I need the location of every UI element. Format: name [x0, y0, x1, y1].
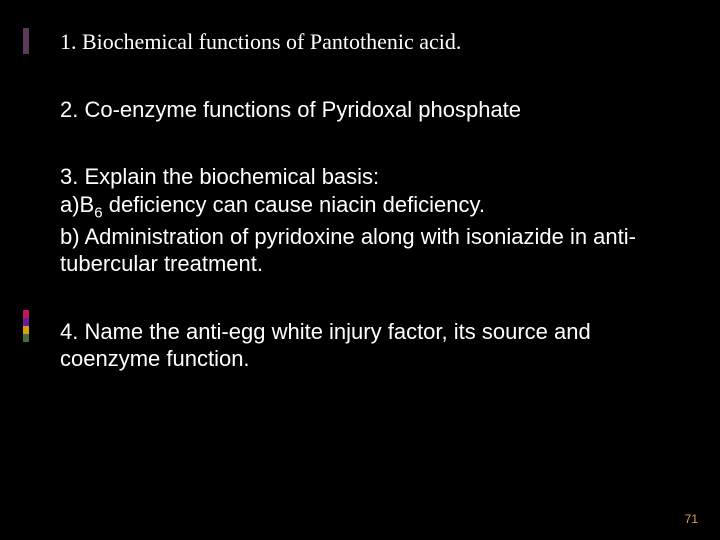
page-number: 71: [685, 512, 698, 526]
question-3-intro: 3. Explain the biochemical basis:: [60, 163, 660, 191]
accent-stripe-top: [23, 28, 29, 54]
question-1: 1. Biochemical functions of Pantothenic …: [60, 28, 660, 56]
question-3-a-pre: a)B: [60, 192, 94, 217]
question-3-a-post: deficiency can cause niacin deficiency.: [103, 192, 485, 217]
question-2-text: 2. Co-enzyme functions of Pyridoxal phos…: [60, 97, 521, 122]
question-4: 4. Name the anti-egg white injury factor…: [60, 318, 660, 373]
question-3-a-sub: 6: [94, 204, 102, 221]
question-3-b: b) Administration of pyridoxine along wi…: [60, 223, 660, 278]
question-3-a: a)B6 deficiency can cause niacin deficie…: [60, 191, 660, 223]
content-area: 1. Biochemical functions of Pantothenic …: [60, 28, 660, 373]
accent-stripe-2: [23, 318, 29, 326]
question-2: 2. Co-enzyme functions of Pyridoxal phos…: [60, 96, 660, 124]
accent-stripe-4: [23, 334, 29, 342]
accent-stripe-3: [23, 326, 29, 334]
slide: 1. Biochemical functions of Pantothenic …: [0, 0, 720, 540]
question-4-text: 4. Name the anti-egg white injury factor…: [60, 319, 591, 372]
accent-stripe-1: [23, 310, 29, 318]
question-3: 3. Explain the biochemical basis: a)B6 d…: [60, 163, 660, 278]
question-1-text: 1. Biochemical functions of Pantothenic …: [60, 29, 461, 54]
